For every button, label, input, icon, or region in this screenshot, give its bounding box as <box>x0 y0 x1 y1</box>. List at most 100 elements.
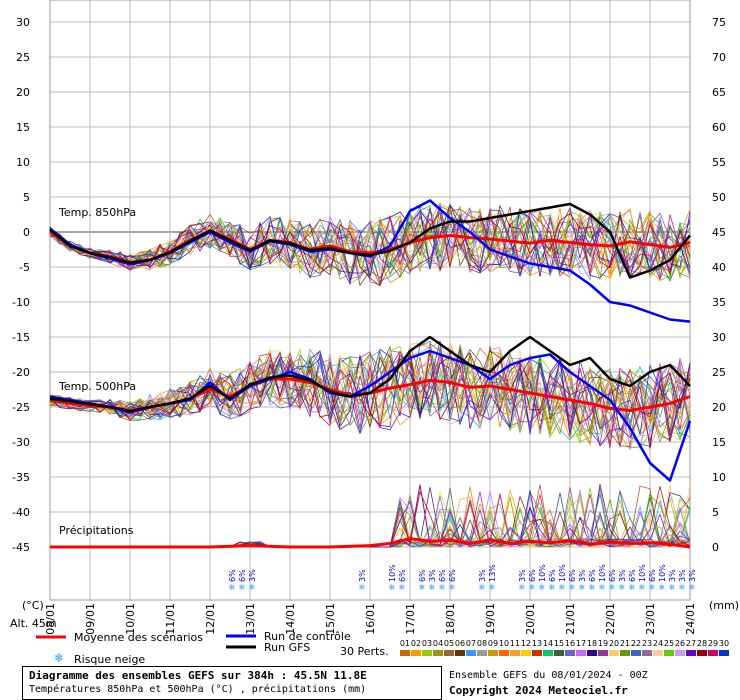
plot-frame <box>49 0 691 601</box>
member-swatch <box>532 650 542 656</box>
x-tick-label: 13/01 <box>244 603 257 635</box>
snow-flake-icon: ❄ <box>54 651 64 665</box>
member-number: 23 <box>642 639 652 648</box>
series-line <box>49 335 691 413</box>
snow-flake-icon: ❄ <box>419 583 426 592</box>
snow-risk-pct: 6% <box>448 569 457 582</box>
right-axis-label: (mm) <box>709 599 739 612</box>
member-swatch <box>554 650 564 656</box>
x-tick-label: 08/01 <box>44 603 57 635</box>
member-swatch <box>587 650 597 656</box>
snow-risk-pct: 3% <box>678 569 687 582</box>
snow-risk-pct: 10% <box>538 564 547 582</box>
member-number: 12 <box>521 639 531 648</box>
snow-flake-icon: ❄ <box>589 583 596 592</box>
panel-label: Temp. 850hPa <box>58 206 136 219</box>
x-tick-label: 23/01 <box>644 603 657 635</box>
snow-risk-pct: 6% <box>648 569 657 582</box>
member-swatch <box>400 650 410 656</box>
member-number: 07 <box>466 639 476 648</box>
x-tick-label: 11/01 <box>164 603 177 635</box>
snow-risk-pct: 10% <box>658 564 667 582</box>
snow-risk-pct: 3% <box>668 569 677 582</box>
left-tick-label: -45 <box>12 541 30 554</box>
snow-flake-icon: ❄ <box>239 583 246 592</box>
member-swatch <box>598 650 608 656</box>
snow-flake-icon: ❄ <box>539 583 546 592</box>
member-850-line <box>49 204 691 287</box>
snow-risk-pct: 6% <box>628 569 637 582</box>
member-swatch <box>499 650 509 656</box>
snow-flake-icon: ❄ <box>529 583 536 592</box>
snow-flake-icon: ❄ <box>559 583 566 592</box>
left-tick-label: -5 <box>19 261 30 274</box>
member-number: 11 <box>510 639 520 648</box>
x-tick-label: 18/01 <box>444 603 457 635</box>
snow-risk-pct: 3% <box>578 569 587 582</box>
right-tick-label: 5 <box>712 506 719 519</box>
snow-flake-icon: ❄ <box>599 583 606 592</box>
panel-label: Temp. 500hPa <box>58 380 136 393</box>
snow-risk-pct: 10% <box>638 564 647 582</box>
member-swatch <box>675 650 685 656</box>
member-500-line <box>49 342 691 447</box>
snow-flake-icon: ❄ <box>399 583 406 592</box>
right-tick-label: 55 <box>712 156 726 169</box>
title-box: Diagramme des ensembles GEFS sur 384h : … <box>22 666 442 700</box>
left-axis-label: (°C) <box>22 599 44 612</box>
snow-flake-icon: ❄ <box>669 583 676 592</box>
snow-risk-pct: 3% <box>248 569 257 582</box>
member-number: 21 <box>620 639 630 648</box>
member-number: 18 <box>587 639 597 648</box>
right-tick-label: 30 <box>712 331 726 344</box>
member-500-line <box>49 353 691 444</box>
snow-flake-icon: ❄ <box>249 583 256 592</box>
left-tick-label: 10 <box>16 156 30 169</box>
right-tick-label: 40 <box>712 261 726 274</box>
snow-flake-icon: ❄ <box>429 583 436 592</box>
snow-flake-icon: ❄ <box>479 583 486 592</box>
member-swatch <box>521 650 531 656</box>
member-850-line <box>49 206 691 281</box>
member-swatch <box>510 650 520 656</box>
snow-flake-icon: ❄ <box>659 583 666 592</box>
member-number: 09 <box>488 639 498 648</box>
member-swatch <box>664 650 674 656</box>
snow-flake-icon: ❄ <box>639 583 646 592</box>
member-number: 08 <box>477 639 487 648</box>
member-500-line <box>49 353 691 447</box>
left-tick-label: 20 <box>16 86 30 99</box>
snow-risk-pct: 10% <box>388 564 397 582</box>
snow-risk-pct: 6% <box>418 569 427 582</box>
x-tick-label: 09/01 <box>84 603 97 635</box>
snow-flake-icon: ❄ <box>679 583 686 592</box>
snow-risk-pct: 10% <box>598 564 607 582</box>
snow-flake-icon: ❄ <box>549 583 556 592</box>
right-tick-label: 60 <box>712 121 726 134</box>
member-number: 29 <box>708 639 718 648</box>
member-number: 05 <box>444 639 454 648</box>
right-tick-label: 75 <box>712 16 726 29</box>
snow-risk-pct: 6% <box>568 569 577 582</box>
member-number: 10 <box>499 639 509 648</box>
member-number: 15 <box>554 639 564 648</box>
member-number: 04 <box>433 639 443 648</box>
snow-flake-icon: ❄ <box>359 583 366 592</box>
member-number: 28 <box>697 639 707 648</box>
snow-risk-pct: 6% <box>588 569 597 582</box>
snow-flake-icon: ❄ <box>649 583 656 592</box>
left-tick-label: -25 <box>12 401 30 414</box>
snow-flake-icon: ❄ <box>619 583 626 592</box>
snow-flake-icon: ❄ <box>569 583 576 592</box>
snow-risk-pct: 3% <box>428 569 437 582</box>
right-tick-label: 35 <box>712 296 726 309</box>
legend-label: Run de contrôle <box>264 630 351 643</box>
member-number: 13 <box>532 639 542 648</box>
member-number: 01 <box>400 639 410 648</box>
right-tick-label: 70 <box>712 51 726 64</box>
member-swatch <box>686 650 696 656</box>
member-swatch <box>697 650 707 656</box>
snow-risk-pct: 6% <box>528 569 537 582</box>
member-number: 22 <box>631 639 641 648</box>
